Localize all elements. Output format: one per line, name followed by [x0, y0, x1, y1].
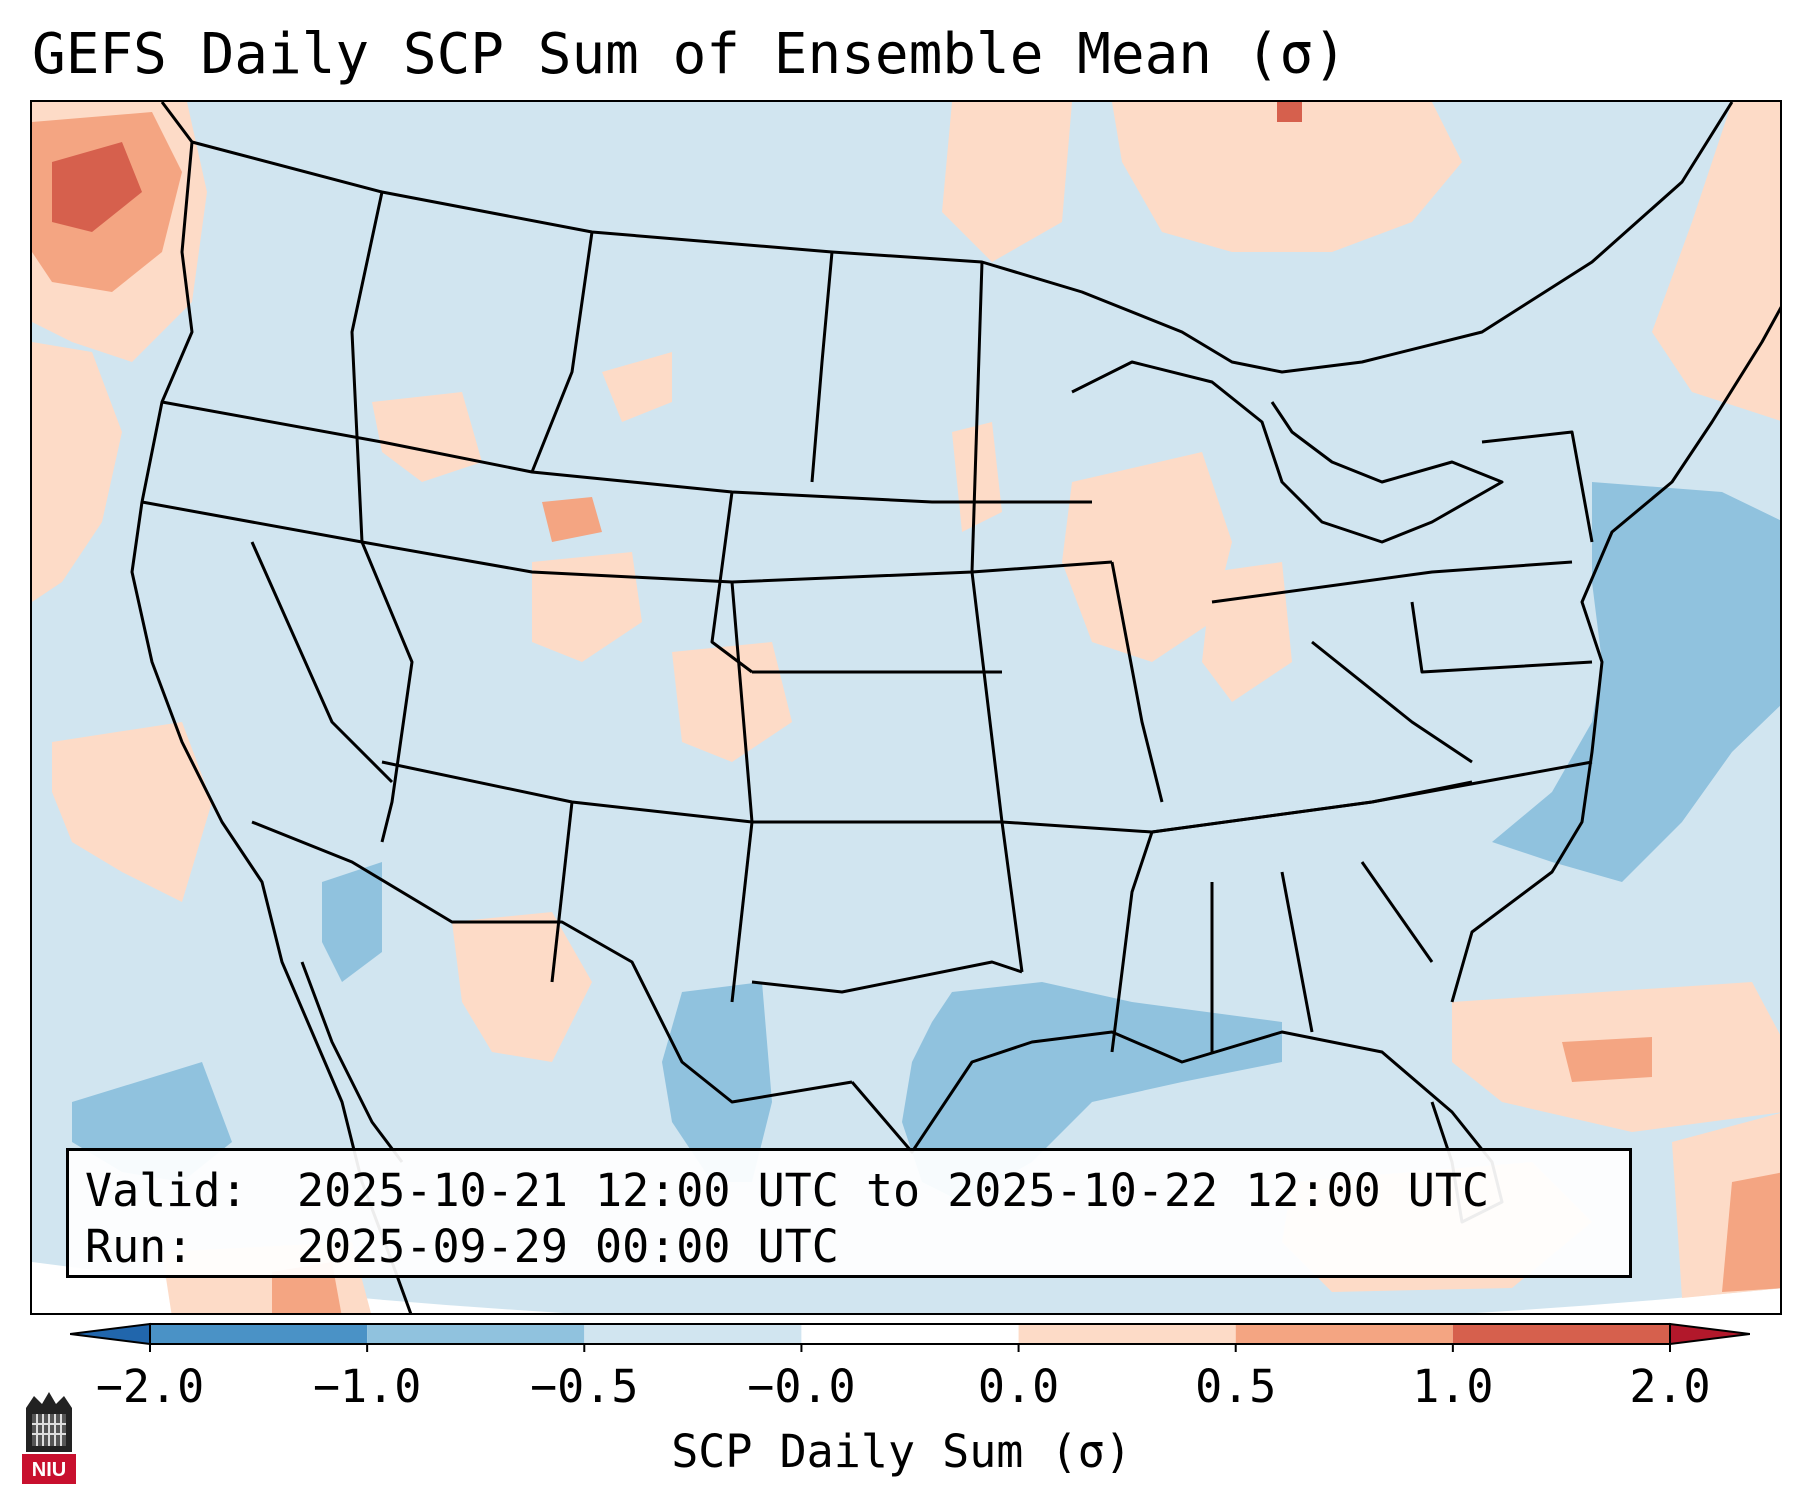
- state-line-17: [1151, 780, 1473, 834]
- max-anomaly-layer: [52, 102, 1302, 232]
- colorbar-tick-label: −0.5: [530, 1360, 639, 1413]
- state-line-25: [710, 491, 753, 674]
- colorbar-tick-label: 1.0: [1412, 1360, 1494, 1413]
- negative-anomaly-layer: [72, 482, 1780, 1202]
- state-line-19: [1311, 640, 1473, 764]
- map-panel: [30, 100, 1782, 1315]
- state-line-9: [730, 581, 754, 823]
- colorbar-bin-3: [801, 1324, 1019, 1344]
- colorbar-bin-1: [367, 1324, 585, 1344]
- run-label: Run:: [85, 1220, 194, 1273]
- state-line-24: [350, 191, 384, 543]
- state-line-10: [970, 571, 1024, 973]
- state-line-20: [1410, 601, 1593, 674]
- state-line-1: [161, 400, 1092, 504]
- state-line-18: [1211, 560, 1573, 604]
- colorbar-tick-label: −1.0: [312, 1360, 422, 1413]
- state-line-16: [1360, 861, 1434, 963]
- state-line-21: [1481, 430, 1594, 543]
- state-line-23: [530, 231, 594, 473]
- colorbar-tick-label: 0.0: [977, 1360, 1060, 1413]
- state-line-4: [250, 541, 394, 784]
- colorbar-over-extension: [1669, 1322, 1750, 1346]
- state-line-11: [751, 960, 1023, 994]
- state-line-2: [141, 500, 1113, 584]
- colorbar-tick-label: 0.5: [1195, 1360, 1277, 1413]
- colorbar-bin-2: [584, 1324, 802, 1344]
- state-line-15: [1280, 871, 1314, 1033]
- state-line-7: [730, 821, 754, 1003]
- colorbar-bin-6: [1452, 1324, 1670, 1344]
- colorbar-label: SCP Daily Sum (σ): [671, 1425, 1132, 1478]
- colorbar: [70, 1322, 1750, 1352]
- colorbar-tick-label: −2.0: [95, 1360, 205, 1413]
- colorbar-under-extension: [70, 1322, 151, 1346]
- colorbar-bin-4: [1018, 1324, 1236, 1344]
- boundary-lines: [130, 102, 1780, 1313]
- state-line-13: [1110, 831, 1154, 1053]
- valid-label: Valid:: [85, 1164, 248, 1217]
- baja-coastline: [300, 961, 404, 1163]
- colorbar-bin-5: [1235, 1324, 1453, 1344]
- colorbar-outline: [149, 1323, 1671, 1345]
- great-lakes-outline: [1071, 360, 1504, 544]
- valid-time-box: Valid: 2025-10-21 12:00 UTC to 2025-10-22…: [66, 1148, 1632, 1278]
- pacific-coastline: [130, 102, 413, 1313]
- map-title: GEFS Daily SCP Sum of Ensemble Mean (σ): [32, 22, 1347, 87]
- map-canvas: [32, 102, 1780, 1313]
- canada-border: [191, 102, 1734, 374]
- run-value: 2025-09-29 00:00 UTC: [297, 1220, 839, 1273]
- niu-logo: NIU: [22, 1392, 76, 1484]
- state-line-6: [550, 801, 574, 983]
- us-mexico-border: [251, 820, 853, 1104]
- state-line-3: [360, 541, 414, 843]
- state-line-26: [970, 261, 984, 573]
- atlantic-coastline: [1450, 306, 1780, 1003]
- logo-text: NIU: [32, 1459, 66, 1481]
- state-line-22: [810, 251, 834, 483]
- colorbar-bin-0: [150, 1324, 368, 1344]
- state-line-12: [1110, 561, 1164, 803]
- logo-badge: [22, 1454, 76, 1484]
- colorbar-tick-label: 2.0: [1629, 1360, 1711, 1413]
- valid-value: 2025-10-21 12:00 UTC to 2025-10-22 12:00…: [297, 1164, 1490, 1217]
- colorbar-tick-label: −0.0: [747, 1360, 856, 1413]
